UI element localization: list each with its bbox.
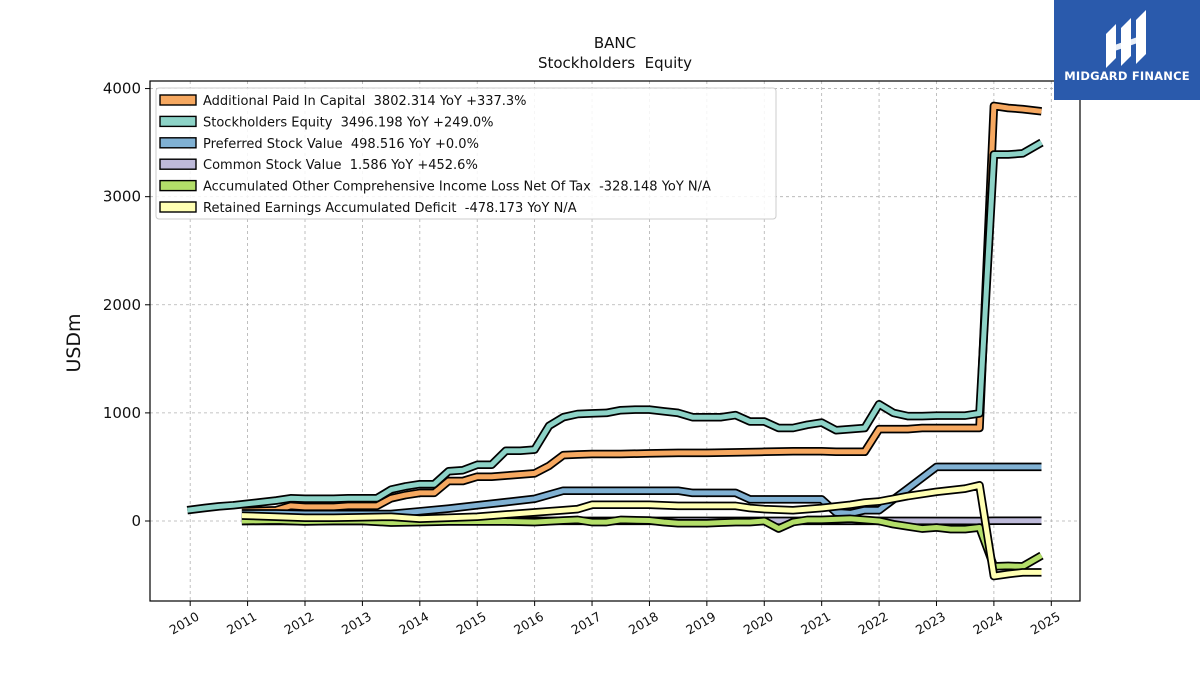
legend-swatch <box>159 94 197 106</box>
x-tick-label: 2019 <box>683 609 718 638</box>
y-tick-label: 4000 <box>103 80 141 98</box>
x-tick-label: 2025 <box>1028 609 1063 638</box>
series-outline <box>241 514 1044 571</box>
legend-entry-label: Common Stock Value 1.586 YoY +452.6% <box>203 158 478 173</box>
x-tick-label: 2020 <box>741 609 776 638</box>
chart-title: BANC <box>594 34 636 52</box>
series-stroke <box>241 482 1042 579</box>
x-tick-label: 2021 <box>798 609 833 638</box>
series-line-5 <box>241 481 1042 581</box>
legend-swatch <box>159 179 197 192</box>
legend-entry-label: Additional Paid In Capital 3802.314 YoY … <box>203 94 527 109</box>
x-tick-label: 2014 <box>396 609 431 638</box>
series-line-4 <box>241 514 1044 571</box>
legend-entry-label: Preferred Stock Value 498.516 YoY +0.0% <box>203 137 479 152</box>
y-tick-label: 0 <box>131 512 141 530</box>
x-tick-label: 2023 <box>913 609 948 638</box>
y-axis-label: USDm <box>63 313 85 372</box>
x-tick-label: 2016 <box>511 609 546 638</box>
legend-swatch <box>159 158 197 170</box>
x-tick-label: 2015 <box>454 609 489 638</box>
y-tick-label: 2000 <box>103 296 141 314</box>
midgard-logo-icon <box>1106 10 1146 68</box>
series-stroke <box>186 140 1043 513</box>
x-tick-label: 2024 <box>970 609 1005 638</box>
series-stroke <box>241 464 1042 517</box>
x-tick-label: 2011 <box>224 609 259 638</box>
legend: Additional Paid In Capital 3802.314 YoY … <box>155 87 777 220</box>
series-line-0 <box>241 101 1042 516</box>
legend-entry-label: Retained Earnings Accumulated Deficit -4… <box>203 201 577 216</box>
legend-entry-label: Stockholders Equity 3496.198 YoY +249.0% <box>203 115 494 130</box>
brand-logo: MIDGARD FINANCE <box>1054 0 1200 100</box>
plot-frame <box>149 80 1081 602</box>
series-line-1 <box>186 138 1044 515</box>
y-tick-label: 1000 <box>103 404 141 422</box>
logo-text: MIDGARD FINANCE <box>1064 69 1190 83</box>
x-tick-label: 2022 <box>856 609 891 638</box>
legend-swatch <box>159 201 197 213</box>
x-tick-label: 2018 <box>626 609 661 638</box>
legend-box <box>155 87 777 220</box>
legend-entry-label: Accumulated Other Comprehensive Income L… <box>203 180 711 195</box>
series-stroke <box>241 103 1042 514</box>
legend-swatch <box>159 137 197 149</box>
x-tick-label: 2010 <box>167 609 202 638</box>
chart-subtitle: Stockholders Equity <box>538 54 692 72</box>
x-tick-label: 2012 <box>281 609 316 638</box>
y-tick-label: 3000 <box>103 188 141 206</box>
legend-swatch <box>159 115 197 128</box>
series-line-2 <box>241 462 1042 519</box>
x-tick-label: 2017 <box>568 609 603 638</box>
x-tick-label: 2013 <box>339 609 374 638</box>
